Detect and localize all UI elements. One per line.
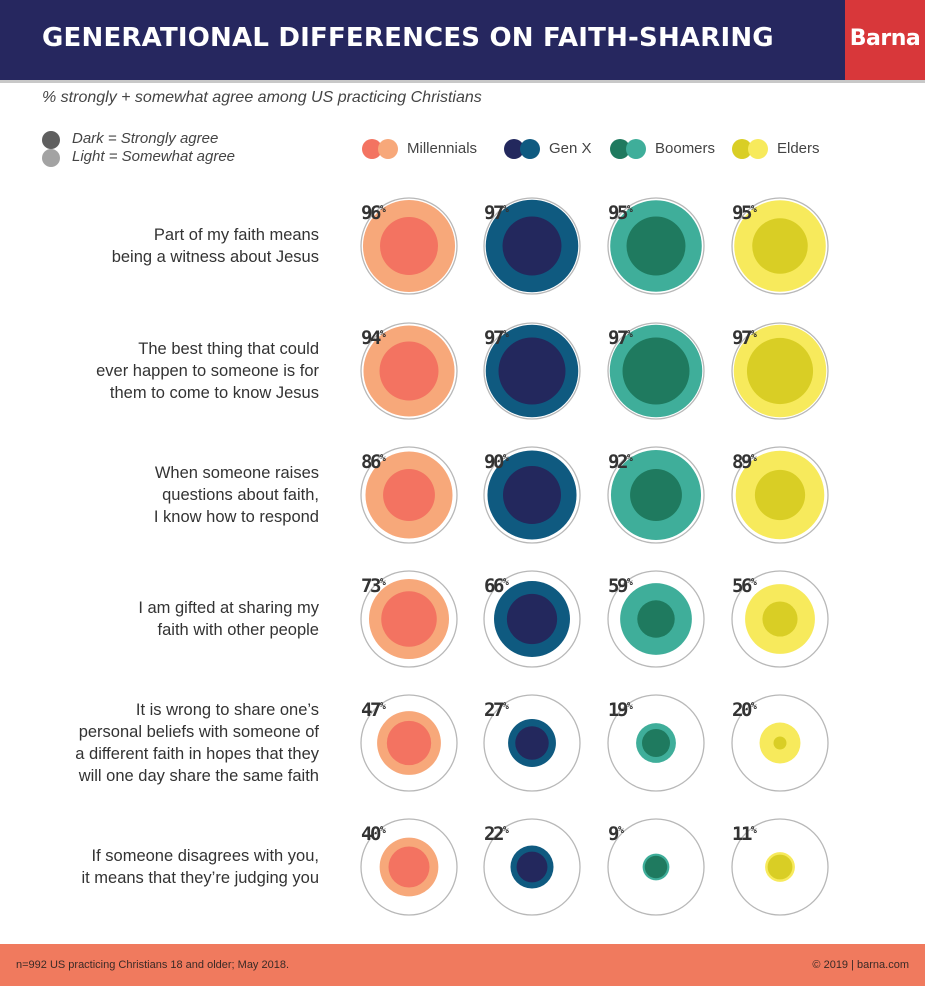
row-label: When someone raises questions about faith… <box>19 462 319 528</box>
row-label-line: faith with other people <box>157 621 319 639</box>
footer-bar: n=992 US practicing Christians 18 and ol… <box>0 944 925 986</box>
legend-light-dot-icon <box>626 139 646 159</box>
header-bar: GENERATIONAL DIFFERENCES ON FAITH-SHARIN… <box>0 0 845 80</box>
header-divider <box>0 80 925 83</box>
brand-name: Barna <box>849 26 921 51</box>
strongly-agree-bubble <box>626 216 686 276</box>
row-label-line: questions about faith, <box>162 486 319 504</box>
strongly-agree-bubble <box>502 216 562 276</box>
row-label-line: a different faith in hopes that they <box>75 745 319 763</box>
row-label-line: I know how to respond <box>153 508 319 526</box>
strongly-agree-bubble <box>644 855 668 879</box>
row-label-line: will one day share the same faith <box>78 767 319 785</box>
strongly-agree-bubble <box>515 726 549 760</box>
row-label-line: being a witness about Jesus <box>111 248 319 266</box>
strongly-agree-bubble <box>388 846 430 888</box>
row-label: I am gifted at sharing my faith with othe… <box>19 597 319 641</box>
strongly-agree-bubble <box>379 216 439 276</box>
row-label-line: it means that they’re judging you <box>81 869 319 887</box>
strongly-agree-bubble <box>641 728 671 758</box>
bubble-chart: 96% 97% 95% 95%94% 97% 97% 97%86% 90% 92% 89%73% 6… <box>360 197 829 916</box>
generation-legend: Millennials Gen X Boomers Elders <box>0 138 925 162</box>
row-label: It is wrong to share one’s personal belie… <box>19 699 319 787</box>
legend-light-dot-icon <box>520 139 540 159</box>
legend-light-dot-icon <box>748 139 768 159</box>
page-title: GENERATIONAL DIFFERENCES ON FAITH-SHARIN… <box>42 23 774 53</box>
footer-copyright: © 2019 | barna.com <box>812 959 909 971</box>
legend-label: Boomers <box>655 140 716 157</box>
strongly-agree-bubble <box>383 469 435 521</box>
legend-dark-dot-icon <box>610 139 630 159</box>
dark-dot-icon <box>42 131 60 149</box>
strongly-agree-bubble <box>637 600 675 638</box>
chart-subtitle: % strongly + somewhat agree among US pra… <box>42 89 482 106</box>
row-label-line: Part of my faith means <box>153 226 319 244</box>
legend-label: Elders <box>777 140 820 157</box>
strongly-agree-bubble <box>506 593 558 645</box>
row-label: Part of my faith means being a witness ab… <box>19 224 319 268</box>
strongly-agree-bubble <box>516 851 548 883</box>
row-label-line: If someone disagrees with you, <box>91 847 319 865</box>
strongly-agree-bubble <box>767 854 793 880</box>
strongly-agree-bubble <box>622 337 690 405</box>
legend-dark-dot-icon <box>504 139 524 159</box>
row-label-line: It is wrong to share one’s <box>135 701 319 719</box>
row-label-line: The best thing that could <box>138 340 319 358</box>
row-label-line: When someone raises <box>154 464 319 482</box>
light-dot-icon <box>42 149 60 167</box>
row-label-line: them to come to know Jesus <box>109 384 319 402</box>
shade-legend-label: Light = Somewhat agree <box>72 148 236 165</box>
row-label-line: personal beliefs with someone of <box>78 723 319 741</box>
legend-light-dot-icon <box>378 139 398 159</box>
strongly-agree-bubble <box>746 337 814 405</box>
legend-label: Millennials <box>407 140 478 157</box>
row-label: If someone disagrees with you, it means t… <box>19 845 319 889</box>
strongly-agree-bubble <box>381 591 437 647</box>
strongly-agree-bubble <box>630 469 682 521</box>
strongly-agree-bubble <box>773 736 787 750</box>
legend-dark-dot-icon <box>362 139 382 159</box>
row-label-line: I am gifted at sharing my <box>138 599 319 617</box>
brand-logo: Barna <box>845 0 925 80</box>
strongly-agree-bubble <box>502 465 562 525</box>
strongly-agree-bubble <box>752 218 808 274</box>
legend-label: Gen X <box>549 140 592 157</box>
footer-source: n=992 US practicing Christians 18 and ol… <box>16 959 290 971</box>
strongly-agree-bubble <box>379 341 439 401</box>
row-label: The best thing that could ever happen to … <box>19 338 319 404</box>
strongly-agree-bubble <box>498 337 566 405</box>
row-label-line: ever happen to someone is for <box>96 362 319 380</box>
strongly-agree-bubble <box>754 469 806 521</box>
legend-dark-dot-icon <box>732 139 752 159</box>
shade-legend-label: Dark = Strongly agree <box>72 130 219 147</box>
strongly-agree-bubble <box>762 601 798 637</box>
strongly-agree-bubble <box>386 720 432 766</box>
